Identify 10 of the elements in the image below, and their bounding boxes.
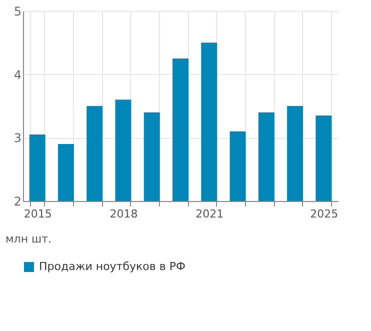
x-tick-label: 2021 [196,208,224,220]
y-tick-label: 2 [14,194,22,208]
y-tick-label: 4 [14,68,22,82]
x-tick-label: 2018 [110,208,138,220]
legend-label: Продажи ноутбуков в РФ [39,260,186,273]
y-tick-label: 3 [14,131,22,146]
y-axis-title: млн шт. [6,232,52,246]
x-tick-label: 2015 [24,208,52,220]
x-tick-label: 2025 [310,208,338,220]
y-tick-label: 5 [14,4,22,18]
